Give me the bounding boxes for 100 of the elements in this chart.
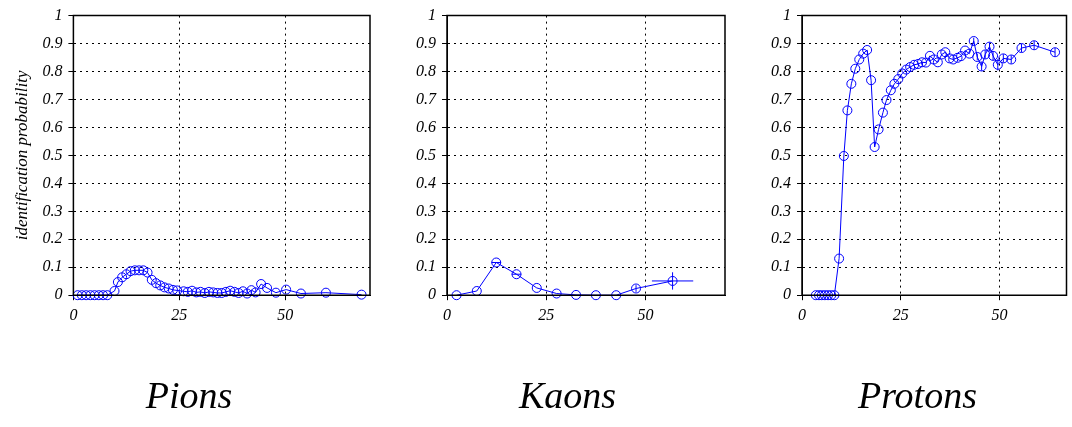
point (89, 290, 100, 301)
point (968, 36, 979, 47)
point (199, 287, 210, 298)
point (98, 290, 109, 301)
point (146, 274, 157, 285)
point (72, 290, 83, 301)
y-tick-label: 0 (783, 285, 791, 303)
point (531, 282, 542, 293)
y-tick-label: 0.3 (42, 201, 63, 219)
point (877, 107, 888, 118)
point (1006, 54, 1017, 65)
point (151, 278, 162, 289)
y-tick-label: 0.9 (771, 33, 791, 51)
y-tick-label: 1 (428, 5, 436, 23)
y-axis-title: identification probability (11, 70, 31, 241)
point (242, 288, 253, 299)
point (187, 285, 198, 296)
point (897, 68, 908, 79)
y-tick-label: 0.1 (771, 257, 791, 275)
point (172, 285, 183, 296)
point (237, 286, 248, 297)
point (928, 54, 939, 65)
y-tick-label: 0.2 (771, 229, 791, 247)
point (854, 54, 865, 65)
x-tick-label: 50 (277, 306, 294, 323)
point (85, 290, 96, 301)
point (948, 54, 959, 65)
point (1029, 40, 1040, 51)
point (167, 284, 178, 295)
point (905, 62, 916, 73)
point (611, 290, 622, 301)
point (984, 41, 995, 52)
point (451, 290, 462, 301)
y-tick-label: 0.4 (42, 173, 63, 191)
point (1050, 47, 1061, 58)
point (262, 282, 273, 293)
point (901, 64, 912, 75)
point (873, 124, 884, 135)
y-tick-label: 0.8 (771, 61, 791, 79)
x-tick-label: 25 (538, 306, 555, 323)
y-tick-label: 0.1 (416, 257, 436, 275)
point (940, 47, 951, 58)
y-tick-label: 0.5 (42, 145, 63, 163)
y-tick-label: 1 (54, 5, 63, 23)
point (491, 257, 502, 268)
point (76, 290, 87, 301)
point (356, 289, 367, 300)
point (834, 253, 845, 264)
point (81, 290, 92, 301)
y-tick-label: 0 (428, 285, 436, 303)
point (998, 53, 1009, 64)
y-tick-label: 0.9 (42, 33, 63, 51)
y-tick-label: 0.2 (42, 229, 63, 247)
y-tick-label: 0.7 (42, 89, 64, 107)
point (881, 95, 892, 106)
point (121, 269, 132, 280)
point (960, 45, 971, 56)
point (842, 105, 853, 116)
point (138, 265, 149, 276)
point (964, 48, 975, 59)
y-tick-label: 0.1 (42, 257, 63, 275)
y-tick-label: 0.7 (771, 89, 792, 107)
x-tick-label: 50 (991, 306, 1008, 323)
text: Protons (857, 374, 977, 417)
y-tick-label: 0.8 (42, 61, 63, 79)
point (129, 265, 140, 276)
point (869, 142, 880, 153)
y-tick-label: 0.6 (416, 117, 436, 135)
point (117, 272, 128, 283)
point (889, 78, 900, 89)
point (909, 59, 920, 70)
x-tick-label: 50 (637, 306, 654, 323)
point (212, 287, 223, 298)
y-tick-label: 0.9 (416, 33, 436, 51)
x-tick-label: 25 (171, 306, 188, 323)
point (932, 57, 943, 68)
text: Kaons (517, 374, 617, 417)
point (936, 49, 947, 60)
y-tick-label: 0.3 (416, 201, 436, 219)
point (980, 49, 991, 60)
y-tick-label: 0.6 (771, 117, 791, 135)
point (846, 78, 857, 89)
point (862, 44, 873, 55)
point (142, 267, 153, 278)
y-tick-label: 0.4 (771, 173, 791, 191)
point (667, 275, 678, 286)
y-tick-label: 0.7 (416, 89, 437, 107)
point (956, 51, 967, 62)
x-tick-label: 0 (798, 306, 806, 323)
point (102, 290, 113, 301)
point (571, 289, 582, 300)
point (203, 286, 214, 297)
point (1016, 43, 1027, 54)
y-tick-label: 0 (54, 285, 63, 303)
point (944, 53, 955, 64)
y-tick-label: 0.3 (771, 201, 791, 219)
point (850, 63, 861, 74)
point (246, 285, 257, 296)
point (159, 282, 170, 293)
point (885, 85, 896, 96)
